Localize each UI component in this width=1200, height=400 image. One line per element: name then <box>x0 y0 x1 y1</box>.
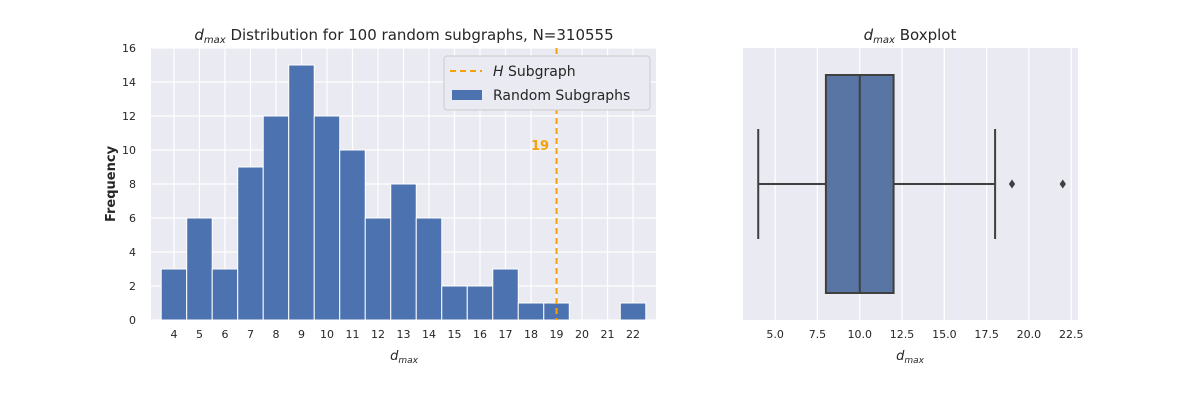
x-tick-label: 15.0 <box>932 328 957 341</box>
histogram-y-ticks: 0 2 4 6 8 10 12 14 16 <box>122 42 136 327</box>
x-tick-label: 10.0 <box>847 328 872 341</box>
x-tick-label: 10 <box>320 328 334 341</box>
x-tick-label: 5 <box>196 328 203 341</box>
x-tick-label: 8 <box>272 328 279 341</box>
histogram-bar <box>492 268 519 321</box>
histogram-bar <box>517 302 545 321</box>
histogram-bar <box>211 268 239 321</box>
histogram-x-ticks: 4 5 6 7 8 9 10 11 12 13 14 15 16 17 18 19 20 21 22 <box>170 328 640 341</box>
x-tick-label: 14 <box>422 328 436 341</box>
x-tick-label: 15 <box>448 328 462 341</box>
y-tick-label: 14 <box>122 76 136 89</box>
outlier-marker <box>1059 179 1066 189</box>
legend-h-subgraph-label: H Subgraph <box>493 64 576 80</box>
histogram-bar <box>364 217 392 321</box>
histogram-bar <box>466 285 494 321</box>
x-tick-label: 9 <box>298 328 305 341</box>
x-tick-label: 12.5 <box>890 328 915 341</box>
x-tick-label: 7 <box>247 328 254 341</box>
x-tick-label: 20 <box>575 328 589 341</box>
x-tick-label: 17 <box>499 328 513 341</box>
histogram-x-axis-label: dmax <box>390 349 419 366</box>
histogram-bar <box>339 149 366 321</box>
x-tick-label: 20.0 <box>1017 328 1042 341</box>
histogram-y-axis-label: Frequency <box>104 145 119 222</box>
y-tick-label: 16 <box>122 42 136 55</box>
y-tick-label: 6 <box>129 212 136 225</box>
reference-annotation: 19 <box>531 139 549 154</box>
x-tick-label: 4 <box>170 328 177 341</box>
histogram-bar <box>160 268 188 321</box>
legend-random-subgraphs-swatch <box>452 90 482 100</box>
histogram-legend: H Subgraph Random Subgraphs <box>443 55 651 111</box>
boxplot-chart: 5.0 7.5 10.0 12.5 15.0 17.5 20.0 22.5 dmax Boxp… <box>743 26 1083 366</box>
histogram-bar <box>390 183 417 321</box>
y-tick-label: 0 <box>129 314 136 327</box>
histogram-bar <box>237 166 264 321</box>
x-tick-label: 19 <box>550 328 564 341</box>
y-tick-label: 10 <box>122 144 136 157</box>
histogram-bar <box>441 285 468 321</box>
x-tick-label: 22 <box>626 328 640 341</box>
boxplot-x-ticks: 5.0 7.5 10.0 12.5 15.0 17.5 20.0 22.5 <box>766 328 1083 341</box>
histogram-bar <box>262 115 290 321</box>
x-tick-label: 6 <box>221 328 228 341</box>
x-tick-label: 12 <box>371 328 385 341</box>
x-tick-label: 21 <box>601 328 615 341</box>
boxplot-title: dmax Boxplot <box>864 26 957 46</box>
x-tick-label: 11 <box>345 328 359 341</box>
y-tick-label: 8 <box>129 178 136 191</box>
x-tick-label: 16 <box>473 328 487 341</box>
x-tick-label: 7.5 <box>809 328 827 341</box>
x-tick-label: 22.5 <box>1059 328 1084 341</box>
x-tick-label: 18 <box>524 328 538 341</box>
y-tick-label: 4 <box>129 246 136 259</box>
histogram-bar <box>186 217 213 321</box>
x-tick-label: 5.0 <box>766 328 784 341</box>
x-tick-label: 13 <box>397 328 411 341</box>
boxplot-box <box>757 74 1066 294</box>
histogram-chart: 19 0 2 4 6 8 10 12 14 16 4 5 6 7 8 9 10 11 12 13 14 15 16 17 1… <box>104 26 656 366</box>
legend-random-subgraphs-label: Random Subgraphs <box>493 88 630 104</box>
outlier-marker <box>1008 179 1016 189</box>
y-tick-label: 12 <box>122 110 136 123</box>
y-tick-label: 2 <box>129 280 136 293</box>
x-tick-label: 17.5 <box>974 328 999 341</box>
boxplot-x-axis-label: dmax <box>896 349 925 366</box>
histogram-bar <box>415 217 443 321</box>
histogram-bar <box>619 302 647 321</box>
histogram-title: dmax Distribution for 100 random subgrap… <box>194 26 613 46</box>
histogram-bar <box>313 115 341 321</box>
histogram-bar <box>288 64 315 321</box>
legend-frame <box>443 55 651 111</box>
